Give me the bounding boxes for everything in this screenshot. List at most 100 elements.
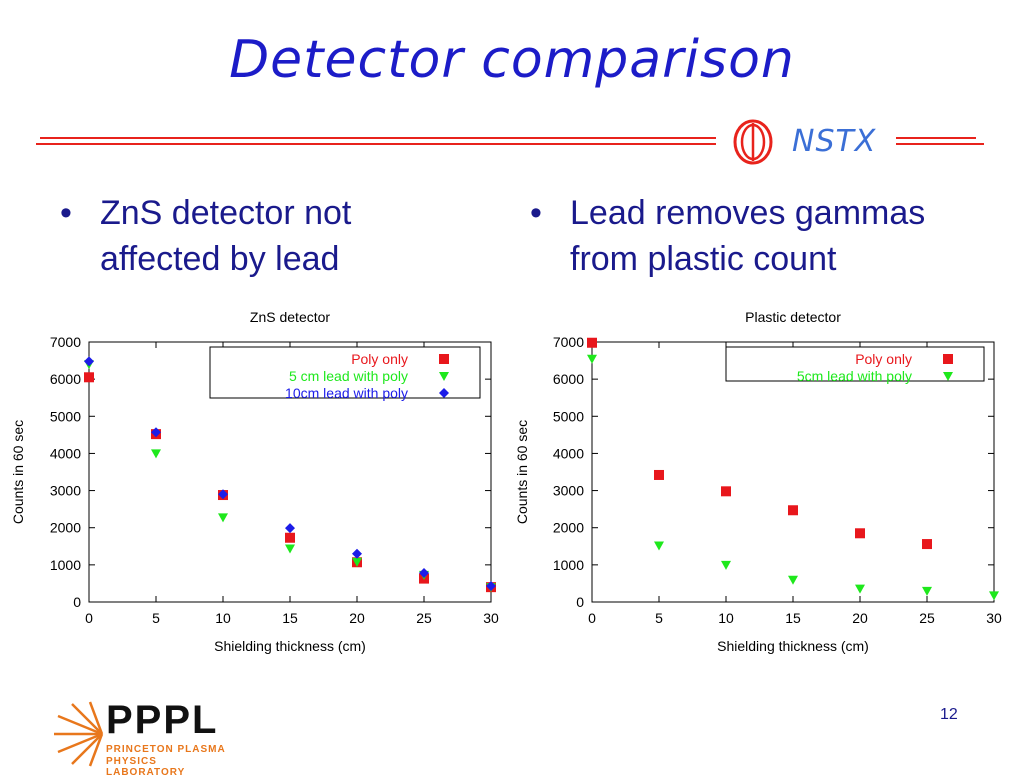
y-tick-label: 2000 (553, 520, 584, 536)
data-point (721, 486, 731, 497)
chart-zns: ZnS detector 0 5 10 15 20 25 30 0 1000 2000 3000 400… (0, 300, 512, 670)
x-tick-label: 25 (919, 610, 935, 626)
header-rule-right-bottom (896, 143, 984, 145)
legend-label: Poly only (351, 351, 408, 367)
data-point (151, 449, 161, 459)
x-tick-label: 10 (215, 610, 231, 626)
pppl-logo-line2: PHYSICS LABORATORY (106, 756, 186, 778)
x-tick-label: 20 (349, 610, 365, 626)
y-tick-label: 5000 (553, 408, 584, 424)
legend-label: 5 cm lead with poly (289, 368, 408, 384)
data-point (788, 575, 798, 585)
legend-marker (943, 372, 953, 381)
pppl-logo-line1: PRINCETON PLASMA (106, 744, 226, 755)
data-point (587, 337, 597, 348)
y-tick-label: 3000 (553, 483, 584, 499)
bullet-left: • ZnS detector not affected by lead (60, 190, 480, 282)
legend-label: 10cm lead with poly (285, 385, 408, 401)
x-tick-label: 15 (282, 610, 298, 626)
y-tick-label: 6000 (50, 371, 81, 387)
y-axis-label: Counts in 60 sec (10, 420, 26, 524)
data-point (285, 532, 295, 543)
data-point (654, 541, 664, 551)
legend-marker (439, 354, 449, 364)
x-axis-label: Shielding thickness (cm) (717, 638, 869, 654)
data-point (855, 584, 865, 594)
data-point (84, 356, 94, 367)
x-tick-label: 10 (718, 610, 734, 626)
data-point (486, 581, 496, 592)
data-point (419, 568, 429, 579)
data-point (218, 489, 228, 500)
bullet-text: ZnS detector not affected by lead (100, 190, 351, 282)
y-axis-label: Counts in 60 sec (514, 420, 530, 524)
x-tick-label: 30 (986, 610, 1002, 626)
y-tick-label: 3000 (50, 483, 81, 499)
y-tick-label: 0 (73, 594, 81, 610)
data-point (151, 427, 161, 438)
data-point (285, 523, 295, 534)
bullet-line: Lead removes gammas (570, 194, 926, 232)
chart-title: ZnS detector (250, 309, 330, 325)
nstx-logo-text: NSTX (792, 124, 877, 159)
header-rule-right-top (896, 137, 976, 139)
legend-marker (943, 354, 953, 364)
legend-label: Poly only (855, 351, 912, 367)
data-point (788, 505, 798, 516)
chart-plastic: Plastic detector 0 5 10 15 20 25 30 0 1000 2000 300… (504, 300, 1016, 670)
bullet-line: affected by lead (100, 240, 340, 278)
data-point (721, 560, 731, 570)
y-tick-label: 7000 (553, 334, 584, 350)
x-tick-label: 5 (655, 610, 663, 626)
x-tick-label: 20 (852, 610, 868, 626)
slide-title: Detector comparison (229, 30, 795, 90)
y-tick-label: 4000 (50, 445, 81, 461)
x-tick-label: 0 (588, 610, 596, 626)
legend-marker (439, 388, 449, 398)
data-point (218, 513, 228, 523)
y-tick-label: 2000 (50, 520, 81, 536)
legend-marker (439, 372, 449, 381)
bullet-line: from plastic count (570, 240, 837, 278)
y-tick-label: 1000 (553, 557, 584, 573)
legend-label: 5cm lead with poly (797, 368, 912, 384)
x-tick-label: 30 (483, 610, 499, 626)
nstx-emblem-icon (733, 119, 773, 165)
x-tick-label: 5 (152, 610, 160, 626)
sunburst-icon (54, 701, 104, 767)
bullet-line: ZnS detector not (100, 194, 352, 232)
data-point (654, 469, 664, 480)
header-rule-left-bottom (36, 143, 716, 145)
chart-plastic-svg: Plastic detector 0 5 10 15 20 25 30 0 1000 2000 300… (514, 309, 1002, 654)
bullet-symbol: • (530, 194, 542, 232)
y-tick-label: 5000 (50, 408, 81, 424)
data-point (84, 372, 94, 383)
bullet-symbol: • (60, 194, 72, 232)
data-point (352, 557, 362, 567)
pppl-logo: PPPL PRINCETON PLASMA PHYSICS LABORATORY (50, 698, 230, 778)
header-rule-left-top (40, 137, 716, 139)
bullet-text: Lead removes gammas from plastic count (570, 190, 925, 282)
data-point (989, 591, 999, 601)
y-tick-label: 6000 (553, 371, 584, 387)
data-point (352, 548, 362, 559)
y-tick-label: 0 (576, 594, 584, 610)
pppl-logo-text: PPPL (106, 698, 219, 742)
y-tick-label: 4000 (553, 445, 584, 461)
y-tick-label: 7000 (50, 334, 81, 350)
data-point (922, 586, 932, 596)
chart-zns-svg: ZnS detector 0 5 10 15 20 25 30 0 1000 2000 3000 400… (10, 309, 499, 654)
bullet-right: • Lead removes gammas from plastic count (530, 190, 1010, 282)
legend-box (209, 346, 481, 399)
x-tick-label: 25 (416, 610, 432, 626)
page-number: 12 (940, 706, 958, 723)
x-tick-label: 0 (85, 610, 93, 626)
data-point (587, 354, 597, 364)
legend-box (725, 346, 985, 382)
data-point (922, 539, 932, 550)
chart-title: Plastic detector (745, 309, 841, 325)
y-tick-label: 1000 (50, 557, 81, 573)
x-axis-label: Shielding thickness (cm) (214, 638, 366, 654)
data-point (285, 544, 295, 554)
x-tick-label: 15 (785, 610, 801, 626)
